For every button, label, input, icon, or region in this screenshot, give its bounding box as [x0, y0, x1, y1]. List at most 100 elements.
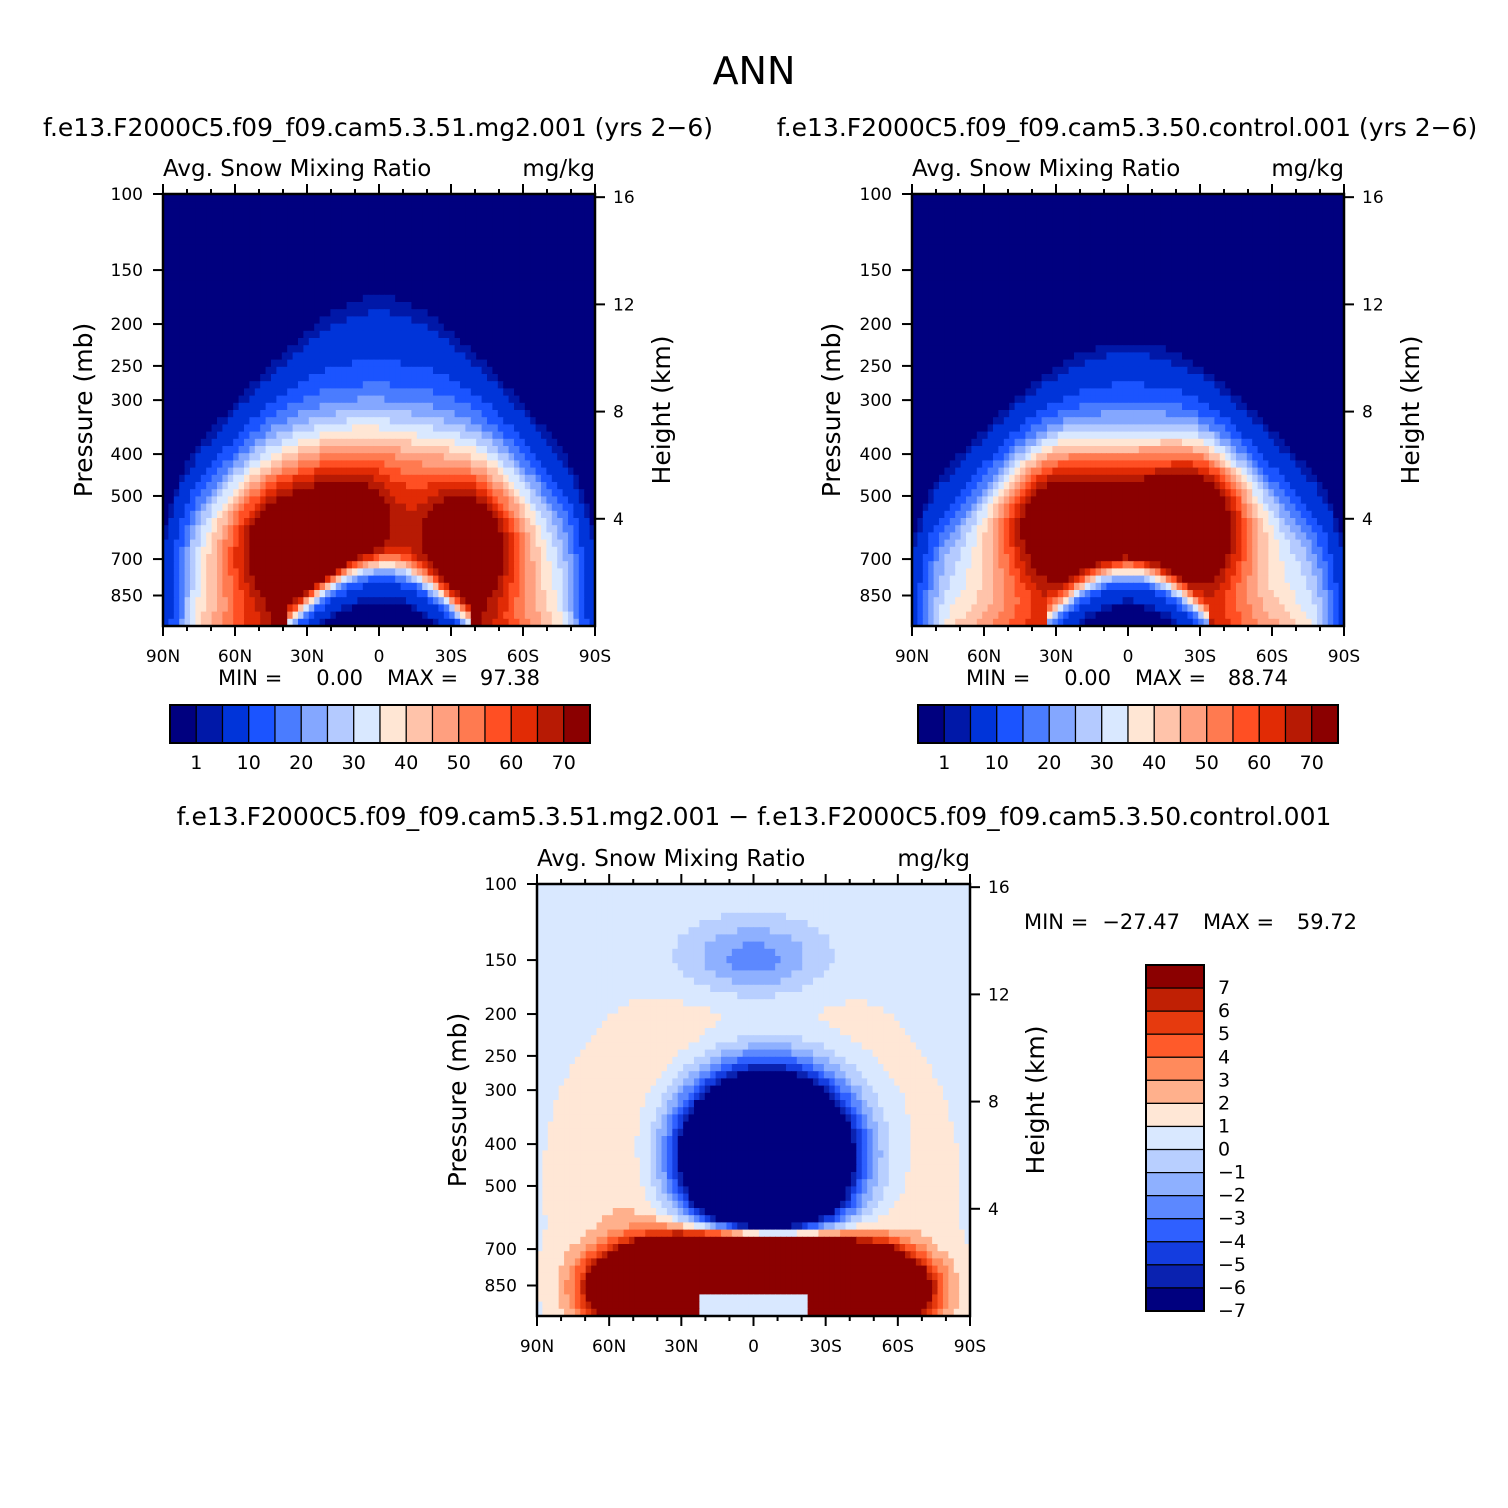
contour-cell [470, 510, 477, 519]
contour-cell [346, 431, 353, 440]
contour-cell [249, 510, 256, 519]
contour-cell [438, 575, 445, 584]
contour-cell [460, 201, 466, 209]
contour-cell [427, 446, 434, 454]
contour-cell [281, 424, 288, 433]
contour-cell [379, 323, 385, 332]
contour-cell [173, 251, 180, 260]
contour-cell [406, 287, 412, 296]
contour-cell [314, 431, 321, 440]
contour-cell [584, 273, 591, 281]
contour-cell [206, 554, 213, 562]
contour-cell [222, 568, 229, 577]
contour-cell [319, 244, 326, 253]
contour-cell [487, 618, 493, 627]
contour-cell [222, 338, 229, 346]
contour-cell [411, 611, 418, 620]
contour-cell [373, 503, 380, 512]
contour-cell [260, 582, 267, 591]
contour-cell [244, 402, 250, 411]
contour-cell [470, 460, 477, 469]
contour-cell [454, 510, 461, 519]
contour-cell [292, 431, 299, 440]
contour-cell [449, 230, 456, 238]
contour-cell [546, 546, 553, 555]
contour-cell [573, 474, 580, 483]
contour-cell [346, 330, 353, 339]
contour-cell [449, 597, 456, 605]
contour-cell [179, 453, 186, 461]
contour-cell [217, 388, 223, 397]
contour-cell [557, 482, 564, 490]
contour-cell [227, 287, 234, 296]
contour-cell [254, 381, 261, 389]
contour-cell [254, 489, 261, 497]
contour-cell [395, 474, 402, 483]
contour-cell [281, 323, 288, 332]
contour-cell [438, 503, 445, 512]
contour-cell [530, 410, 537, 418]
contour-cell [389, 417, 396, 425]
contour-cell [541, 402, 547, 411]
contour-cell [470, 258, 477, 267]
contour-cell [373, 330, 380, 339]
contour-cell [298, 330, 304, 339]
contour-cell [271, 561, 277, 569]
contour-cell [357, 482, 364, 490]
contour-cell [535, 374, 542, 382]
contour-cell [514, 474, 520, 483]
contour-cell [487, 352, 493, 361]
contour-cell [460, 258, 466, 267]
contour-cell [287, 611, 294, 620]
contour-cell [314, 201, 321, 209]
contour-cell [438, 381, 445, 389]
contour-cell [530, 237, 537, 245]
contour-cell [524, 474, 531, 483]
contour-cell [276, 374, 283, 382]
contour-cell [427, 244, 434, 253]
contour-cell [163, 338, 169, 346]
contour-cell [557, 244, 564, 253]
contour-cell [508, 273, 515, 281]
contour-cell [400, 611, 407, 620]
contour-cell [195, 474, 202, 483]
contour-cell [195, 230, 202, 238]
contour-cell [352, 222, 358, 231]
contour-cell [438, 287, 445, 296]
contour-cell [357, 424, 364, 433]
contour-cell [530, 518, 537, 526]
contour-cell [227, 438, 234, 447]
contour-cell [551, 611, 558, 620]
contour-cell [400, 222, 407, 231]
contour-cell [222, 496, 229, 505]
contour-cell [578, 345, 585, 353]
contour-cell [341, 431, 348, 440]
contour-cell [454, 330, 461, 339]
contour-cell [292, 201, 299, 209]
contour-cell [217, 366, 223, 375]
contour-cell [287, 604, 294, 613]
contour-cell [557, 294, 564, 303]
contour-cell [227, 280, 234, 289]
contour-cell [1236, 194, 1242, 202]
contour-cell [524, 554, 531, 562]
contour-cell [292, 374, 299, 382]
contour-cell [389, 359, 396, 368]
contour-cell [389, 222, 396, 231]
contour-cell [341, 338, 348, 346]
contour-cell [211, 424, 218, 433]
contour-cell [227, 316, 234, 325]
contour-cell [260, 554, 267, 562]
contour-cell [578, 431, 585, 440]
contour-cell [265, 381, 272, 389]
contour-cell [519, 510, 526, 519]
contour-cell [578, 424, 585, 433]
contour-cell [319, 518, 326, 526]
contour-cell [476, 446, 483, 454]
contour-cell [508, 287, 515, 296]
contour-cell [227, 546, 234, 555]
contour-cell [557, 561, 564, 569]
contour-cell [195, 294, 202, 303]
contour-cell [238, 244, 245, 253]
contour-cell [589, 309, 596, 317]
